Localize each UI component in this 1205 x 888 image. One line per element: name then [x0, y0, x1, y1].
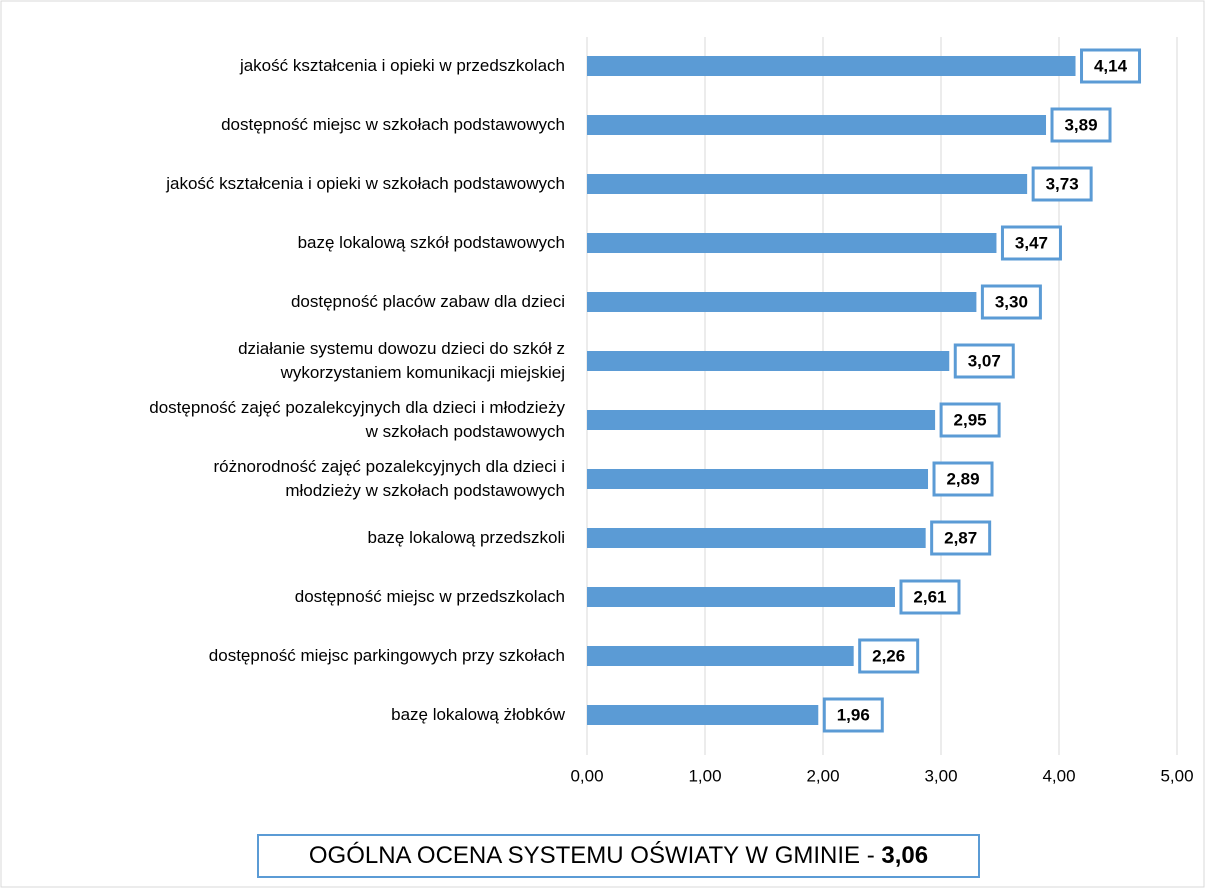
category-label: dostępność placów zabaw dla dzieci: [290, 292, 565, 311]
value-label: 2,95: [954, 410, 987, 429]
value-label-box: [930, 520, 992, 556]
category-label: dostępność zajęć pozalekcyjnych dla dzie…: [149, 398, 565, 441]
x-tick-label: 2,00: [806, 766, 839, 785]
x-tick-label: 3,00: [924, 766, 957, 785]
value-label-box: [858, 638, 920, 674]
value-label-box: [953, 343, 1015, 379]
overall-text: OGÓLNA OCENA SYSTEMU OŚWIATY W GMINIE -: [308, 842, 875, 869]
category-label: dostępność miejsc w szkołach podstawowyc…: [221, 115, 565, 134]
overall-score: OGÓLNA OCENA SYSTEMU OŚWIATY W GMINIE - …: [257, 834, 980, 878]
value-label-box: [1050, 107, 1112, 143]
x-tick-label: 4,00: [1042, 766, 1075, 785]
bar: [587, 469, 929, 489]
bar: [587, 705, 819, 725]
value-label: 2,26: [872, 646, 905, 665]
category-label: różnorodność zajęć pozalekcyjnych dla dz…: [213, 457, 565, 500]
value-label: 4,14: [1094, 56, 1128, 75]
bar: [587, 410, 936, 430]
value-label: 3,73: [1046, 174, 1079, 193]
bar: [587, 528, 926, 548]
category-label: bazę lokalową szkół podstawowych: [297, 233, 565, 252]
bar: [587, 174, 1028, 194]
bar: [587, 351, 950, 371]
value-label-box: [932, 461, 994, 497]
value-label: 3,30: [995, 292, 1028, 311]
bar: [587, 646, 854, 666]
value-label-box: [1080, 48, 1142, 84]
value-label: 3,47: [1015, 233, 1048, 252]
x-tick-label: 0,00: [570, 766, 603, 785]
value-label-box: [980, 284, 1042, 320]
bar: [587, 115, 1047, 135]
value-label-box: [822, 697, 884, 733]
x-tick-label: 5,00: [1160, 766, 1193, 785]
x-tick-label: 1,00: [688, 766, 721, 785]
category-label: jakość kształcenia i opieki w przedszkol…: [239, 56, 565, 75]
value-label: 2,89: [946, 469, 979, 488]
bar: [587, 292, 977, 312]
value-label: 3,89: [1064, 115, 1097, 134]
value-label: 3,07: [968, 351, 1001, 370]
value-label-box: [939, 402, 1001, 438]
value-label-box: [899, 579, 961, 615]
category-label: dostępność miejsc w przedszkolach: [294, 587, 565, 606]
category-label: jakość kształcenia i opieki w szkołach p…: [166, 174, 565, 193]
category-label: dostępność miejsc parkingowych przy szko…: [208, 646, 565, 665]
value-label: 2,87: [944, 528, 977, 547]
category-label: bazę lokalową przedszkoli: [367, 528, 566, 547]
category-label: bazę lokalową żłobków: [391, 705, 565, 724]
bar: [587, 56, 1076, 76]
bar: [587, 587, 895, 607]
bar: [587, 233, 997, 253]
overall-value: 3,06: [881, 842, 929, 869]
value-label-box: [1031, 166, 1093, 202]
value-label-box: [1000, 225, 1062, 261]
value-label: 2,61: [913, 587, 946, 606]
value-label: 1,96: [837, 705, 870, 724]
category-label: działanie systemu dowozu dzieci do szkół…: [238, 339, 565, 382]
